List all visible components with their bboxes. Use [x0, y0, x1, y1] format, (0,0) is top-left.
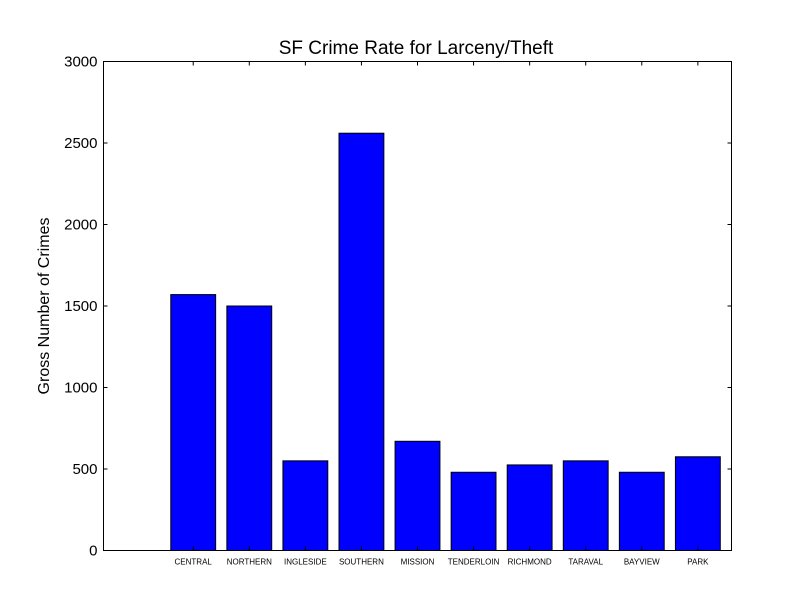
x-tick-label-park: PARK	[687, 558, 709, 567]
x-tick-label-mission: MISSION	[401, 558, 435, 567]
y-tick-labels: 0 500 1000 1500 2000 2500 3000	[64, 54, 97, 560]
y-tick-label-500: 500	[72, 461, 97, 478]
bar-tenderloin	[450, 471, 497, 552]
bars-layer	[170, 132, 721, 552]
x-tick-label-ingleside: INGLESIDE	[284, 558, 327, 567]
x-tick-labels: CENTRAL NORTHERN INGLESIDE SOUTHERN MISSION T…	[175, 558, 710, 567]
y-tick-label-3000: 3000	[64, 54, 97, 71]
bar-mission	[394, 440, 441, 552]
bar-park	[674, 456, 721, 551]
bar-central	[170, 294, 217, 551]
chart-title: SF Crime Rate for Larceny/Theft	[279, 38, 554, 59]
bar-taraval	[562, 460, 609, 552]
x-tick-label-taraval: TARAVAL	[568, 558, 603, 567]
bar-northern	[226, 305, 273, 551]
y-tick-label-1500: 1500	[64, 298, 97, 315]
x-tick-label-southern: SOUTHERN	[339, 558, 384, 567]
y-tick-label-0: 0	[89, 543, 97, 560]
bar-southern	[338, 132, 385, 551]
x-tick-label-tenderloin: TENDERLOIN	[448, 558, 500, 567]
ticks-layer	[103, 61, 732, 551]
y-tick-label-2000: 2000	[64, 217, 97, 234]
x-tick-label-richmond: RICHMOND	[508, 558, 552, 567]
bar-bayview	[618, 471, 665, 552]
x-tick-label-northern: NORTHERN	[227, 558, 272, 567]
bar-richmond	[506, 464, 553, 551]
plot-frame	[103, 61, 732, 551]
bar-ingleside	[282, 460, 329, 552]
x-tick-label-central: CENTRAL	[175, 558, 213, 567]
y-tick-label-1000: 1000	[64, 380, 97, 397]
y-axis-label: Gross Number of Crimes	[36, 218, 53, 395]
y-tick-label-2500: 2500	[64, 135, 97, 152]
x-tick-label-bayview: BAYVIEW	[624, 558, 660, 567]
